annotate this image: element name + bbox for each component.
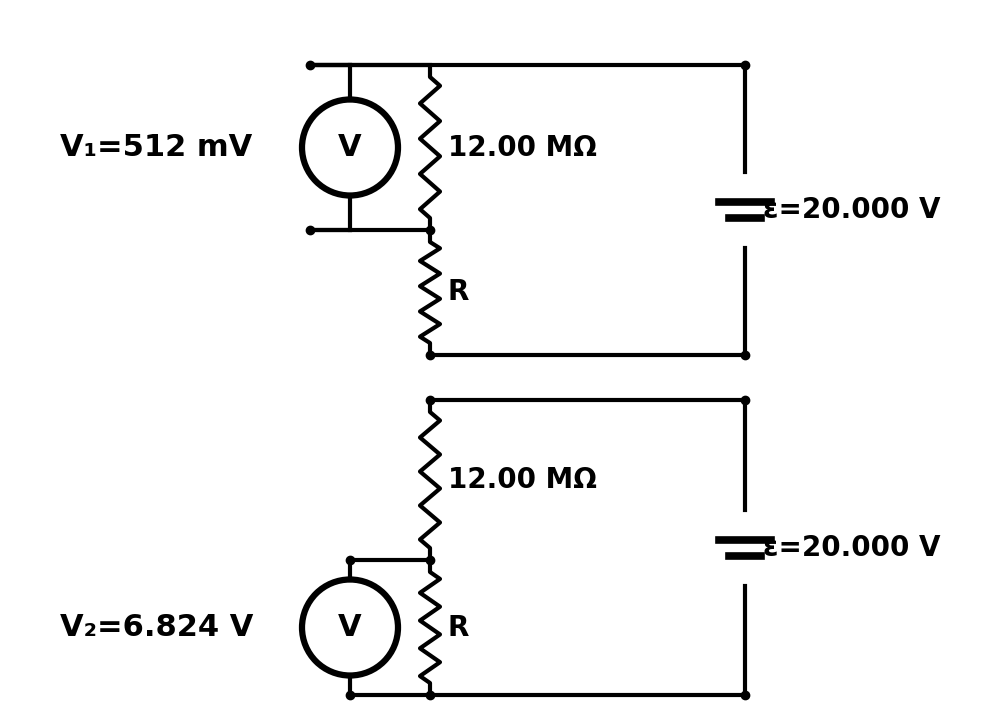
Text: 12.00 MΩ: 12.00 MΩ: [447, 466, 596, 494]
Text: R: R: [447, 613, 469, 642]
Text: V: V: [338, 613, 362, 642]
Text: V₁=512 mV: V₁=512 mV: [60, 133, 252, 162]
Text: R: R: [447, 279, 469, 306]
Text: ε=20.000 V: ε=20.000 V: [762, 534, 939, 561]
Text: 12.00 MΩ: 12.00 MΩ: [447, 134, 596, 161]
Text: ε=20.000 V: ε=20.000 V: [762, 196, 939, 224]
Text: V: V: [338, 133, 362, 162]
Text: V₂=6.824 V: V₂=6.824 V: [60, 613, 253, 642]
